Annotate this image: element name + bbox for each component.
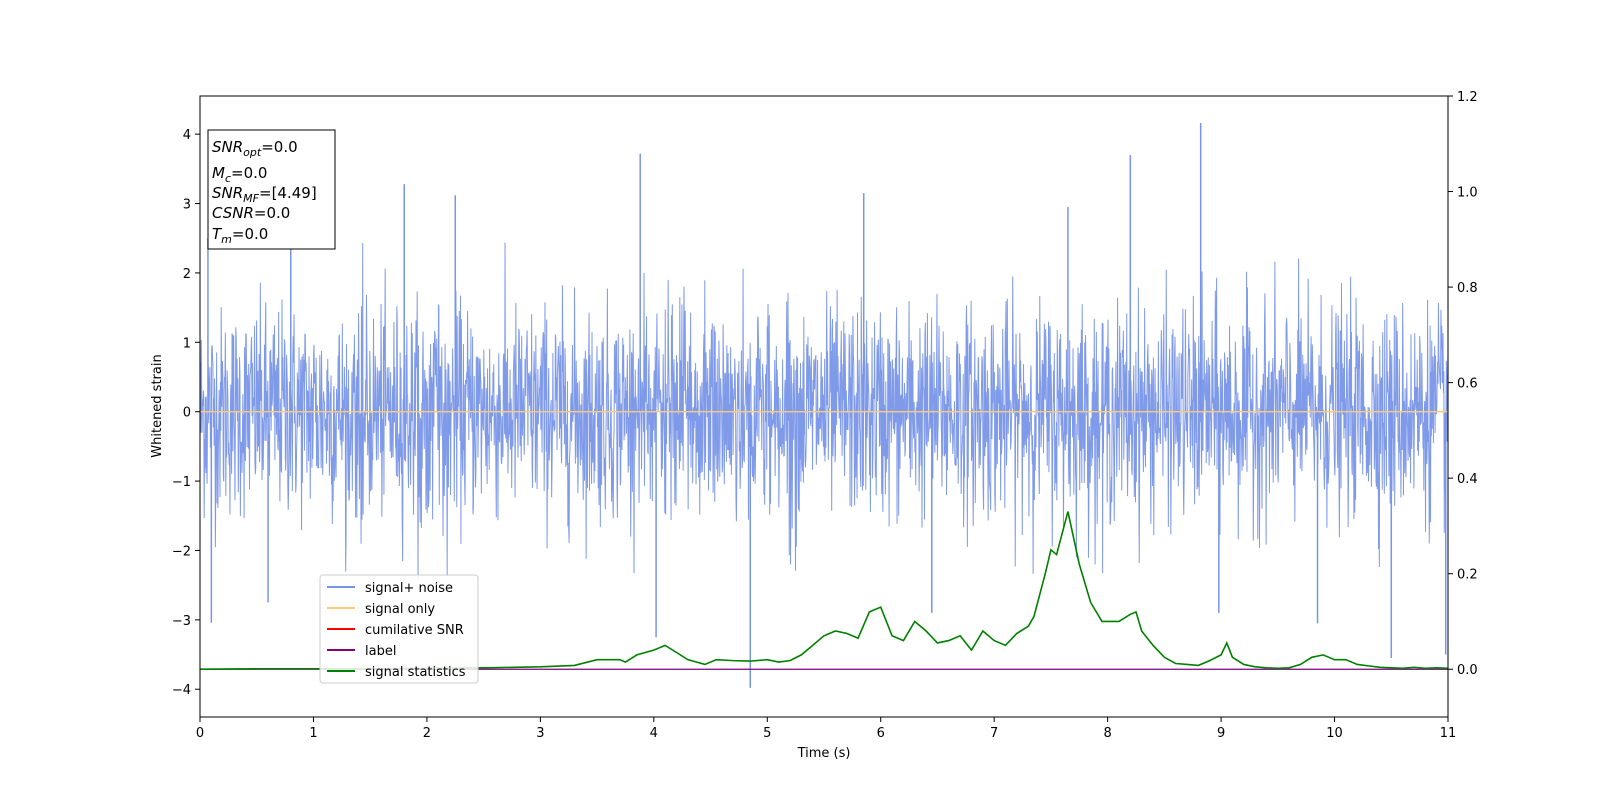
x-tick-label: 3 [536,726,544,741]
legend-label: signal only [365,602,435,617]
y-axis-left: 4 3 2 1 0 −1 −2 −3 −4 [172,128,200,698]
y-axis-label: Whitened strain [150,354,165,457]
y-left-tick-label: 3 [183,198,191,213]
snr-mf-subscript: MF [243,192,259,205]
tm-value: =0.0 [232,225,268,243]
snr-opt-symbol: SNR [212,138,243,156]
y-right-tick-label: 0.2 [1457,568,1478,583]
y-right-tick-label: 0.6 [1457,377,1478,392]
y-left-tick-label: 0 [183,406,191,421]
snr-opt-value: =0.0 [261,138,297,156]
tm-annotation: Tm=0.0 [212,225,268,246]
x-tick-label: 5 [763,726,771,741]
csnr-symbol: CSNR [212,204,254,222]
y-left-tick-label: −3 [172,614,191,629]
legend: signal+ noise signal only cumilative SNR la… [319,574,479,684]
legend-label: signal+ noise [365,581,453,596]
tm-subscript: m [221,233,232,246]
csnr-value: =0.0 [254,204,290,222]
x-tick-label: 8 [1103,726,1111,741]
x-tick-label: 7 [990,726,998,741]
annotation-box: SNRopt=0.0 Mc=0.0 SNRMF=[4.49] CSNR=0.0 … [207,129,336,250]
y-right-tick-label: 0.4 [1457,472,1478,487]
x-tick-label: 2 [423,726,431,741]
y-left-tick-label: −2 [172,544,191,559]
snr-opt-subscript: opt [243,146,262,159]
legend-label: label [365,644,396,659]
y-right-tick-label: 0.0 [1457,663,1478,678]
y-right-tick-label: 1.0 [1457,186,1478,201]
legend-label: signal statistics [365,665,466,680]
x-tick-label: 6 [877,726,885,741]
csnr-annotation: CSNR=0.0 [212,204,290,222]
snr-mf-value: =[4.49] [259,184,317,202]
mc-value: =0.0 [231,164,267,182]
x-axis-label: Time (s) [797,746,851,761]
plot-frame [199,95,1449,718]
y-left-tick-label: −1 [172,475,191,490]
x-axis: 0 1 2 3 4 5 6 7 8 9 10 11 [196,717,1456,741]
series-line-signal-statistics [200,511,1448,671]
mc-annotation: Mc=0.0 [212,164,267,185]
annotation-box-frame [207,129,336,250]
y-left-tick-label: −4 [172,683,191,698]
x-tick-label: 4 [650,726,658,741]
y-left-tick-label: 4 [183,128,191,143]
series-line-signal-noise [200,242,1448,580]
y-right-tick-label: 1.2 [1457,90,1478,105]
y-left-tick-label: 1 [183,336,191,351]
x-tick-label: 10 [1326,726,1343,741]
y-right-tick-label: 0.8 [1457,281,1478,296]
legend-frame [319,574,479,684]
mc-subscript: c [225,172,231,185]
x-tick-label: 9 [1217,726,1225,741]
y-axis-right: 1.2 1.0 0.8 0.6 0.4 0.2 0.0 [1448,90,1478,678]
x-tick-label: 11 [1440,726,1457,741]
mc-symbol: M [212,164,225,182]
x-tick-label: 1 [309,726,317,741]
legend-label: cumilative SNR [365,623,464,638]
snr-mf-symbol: SNR [212,184,243,202]
snr-opt-annotation: SNRopt=0.0 [212,138,298,159]
snr-mf-annotation: SNRMF=[4.49] [212,184,317,205]
x-tick-label: 0 [196,726,204,741]
y-left-tick-label: 2 [183,267,191,282]
tm-symbol: T [212,225,223,243]
